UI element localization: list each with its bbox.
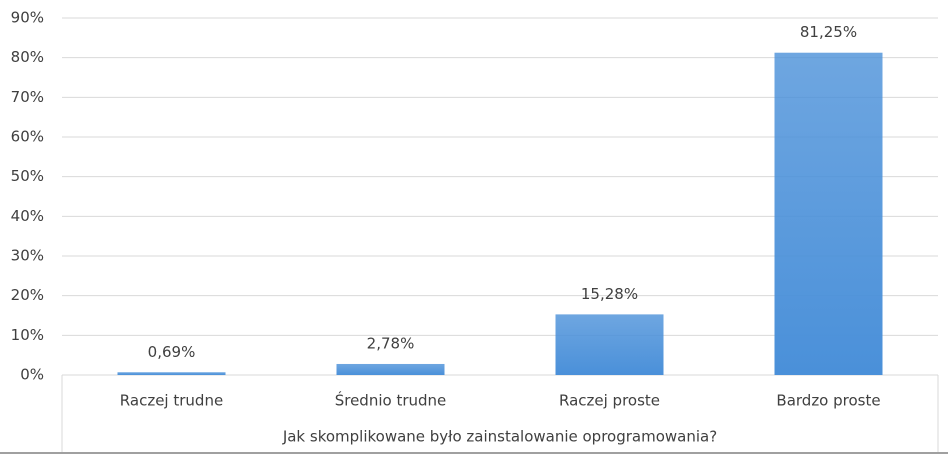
bar bbox=[117, 372, 226, 375]
value-label: 15,28% bbox=[581, 285, 638, 303]
y-tick-label: 80% bbox=[11, 48, 44, 66]
y-tick-label: 20% bbox=[11, 286, 44, 304]
x-tick-label: Średnio trudne bbox=[335, 391, 447, 410]
x-tick-label: Raczej trudne bbox=[120, 392, 223, 410]
y-tick-label: 0% bbox=[20, 366, 44, 384]
value-label: 2,78% bbox=[367, 334, 415, 352]
value-label: 81,25% bbox=[800, 23, 857, 41]
value-label: 0,69% bbox=[148, 343, 196, 361]
bar bbox=[555, 314, 664, 375]
y-tick-label: 40% bbox=[11, 207, 44, 225]
y-tick-label: 60% bbox=[11, 128, 44, 146]
y-tick-label: 70% bbox=[11, 88, 44, 106]
y-tick-label: 50% bbox=[11, 167, 44, 185]
x-axis-title: Jak skomplikowane było zainstalowanie op… bbox=[282, 428, 717, 446]
y-tick-label: 30% bbox=[11, 247, 44, 265]
y-tick-label: 90% bbox=[11, 9, 44, 27]
y-tick-label: 10% bbox=[11, 326, 44, 344]
x-tick-label: Bardzo proste bbox=[776, 392, 880, 410]
bar bbox=[774, 52, 883, 375]
x-tick-label: Raczej proste bbox=[559, 392, 660, 410]
bar bbox=[336, 363, 445, 375]
